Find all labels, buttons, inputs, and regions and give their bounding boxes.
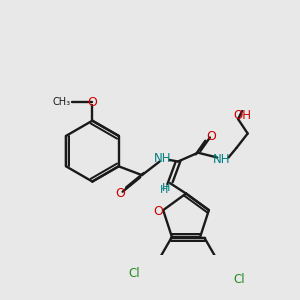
Text: NH: NH — [154, 152, 172, 165]
Text: H: H — [159, 184, 168, 194]
Text: NH: NH — [213, 153, 231, 166]
Text: OH: OH — [233, 109, 251, 122]
Text: O: O — [207, 130, 217, 143]
Text: O: O — [116, 187, 125, 200]
Text: O: O — [87, 96, 97, 109]
Text: Cl: Cl — [128, 266, 140, 280]
Text: H: H — [162, 183, 170, 193]
Text: CH₃: CH₃ — [52, 97, 71, 107]
Text: O: O — [153, 205, 163, 218]
Text: Cl: Cl — [233, 273, 245, 286]
